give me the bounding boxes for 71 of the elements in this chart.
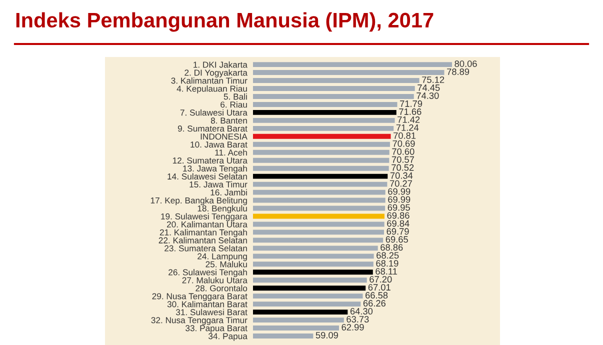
data-label: 80.06 [454,60,477,68]
data-label: 78.89 [447,68,470,75]
data-label: 70.52 [392,164,414,171]
y-tick-label: 4. Kepulauan Riau [176,85,247,94]
y-tick-label: 8. Banten [210,118,247,124]
y-tick-label: 34. Papua [208,333,248,341]
y-tick-label: 17. Kep. Bangka Belitung [150,197,247,206]
y-tick-label: 14. Sulawesi Selatan [168,173,247,180]
y-tick-label: 23. Sumatera Selatan [164,245,247,252]
data-label: 70.34 [390,172,413,179]
y-tick-label: 25. Maluku [206,261,247,268]
y-tick-label: 28. Gorontalo [196,284,248,292]
y-tick-label: 2. DI Yogyakarta [184,69,248,78]
y-tick-label: 31. Sulawesi Barat [176,308,248,316]
data-label: 70.69 [392,140,415,147]
y-tick-label: 33. Papua Barat [186,325,248,333]
chart-title: Indeks Pembangunan Manusia (IPM), 2017 [16,12,434,32]
y-tick-label: 22. Kalimantan Selatan [158,237,247,244]
y-tick-label: 16. Jambi [210,189,247,196]
data-label: 68.86 [380,244,403,251]
data-label: 62.99 [342,324,364,330]
y-tick-label: 21. Kalimantan Tengah [160,229,247,238]
data-label: 59.09 [316,332,338,338]
y-tick-label: INDONESIA [200,134,248,140]
data-label: 69.65 [386,236,408,243]
y-tick-label: 3. Kalimantan Timur [171,77,248,84]
data-label: 75.12 [422,76,444,83]
data-label: 70.57 [392,156,414,163]
y-tick-label: 6. Riau [220,101,247,108]
data-label: 68.25 [376,252,399,259]
data-label: 68.11 [376,268,398,275]
y-tick-label: 11. Aceh [215,149,247,156]
data-label: 67.20 [370,276,392,283]
data-label: 69.84 [387,220,410,227]
data-label: 71.24 [396,124,419,131]
data-label: 64.30 [350,308,373,315]
data-label: 66.58 [366,292,388,299]
y-tick-label: 24. Lampung [198,253,247,262]
data-label: 74.30 [416,92,439,99]
data-label: 66.26 [363,300,386,307]
y-tick-label: 30. Kalimantan Barat [167,300,248,308]
data-label: 69.79 [386,228,409,235]
data-label: 69.99 [388,196,410,203]
data-label: 69.99 [388,188,410,195]
data-label: 71.79 [400,100,422,107]
y-tick-label: 7. Sulawesi Utara [180,109,248,116]
y-tick-label: 10. Jawa Barat [190,141,248,148]
data-label: 70.60 [392,148,414,155]
data-label: 68.19 [376,260,398,267]
data-label: 69.95 [388,204,410,211]
y-tick-label: 5. Bali [224,93,247,100]
y-tick-label: 29. Nusa Tenggara Barat [152,293,248,301]
data-label: 70.27 [390,180,412,187]
y-tick-label: 9. Sumatera Barat [178,126,248,132]
data-label: 69.86 [387,212,410,219]
y-tick-label: 27. Maluku Utara [182,277,248,284]
data-label: 71.42 [398,116,420,123]
data-label: 67.01 [368,284,390,291]
y-tick-label: 1. DKI Jakarta [194,61,248,68]
data-label: 70.81 [394,132,416,139]
y-tick-label: 26. Sulawesi Tengah [168,269,247,278]
y-tick-label: 20. Kalimantan Utara [166,221,248,228]
data-label: 74.45 [418,84,440,91]
y-tick-label: 19. Sulawesi Tenggara [161,213,248,222]
y-tick-label: 13. Jawa Tengah [183,165,247,174]
data-label: 71.66 [399,108,422,115]
y-tick-label: 15. Jawa Timur [190,181,248,188]
y-tick-label: 12. Sumatera Utara [172,157,248,164]
y-tick-label: 32. Nusa Tenggara Timur [151,316,248,325]
data-label: 63.73 [346,316,369,322]
y-tick-label: 18. Bengkulu [198,205,247,214]
